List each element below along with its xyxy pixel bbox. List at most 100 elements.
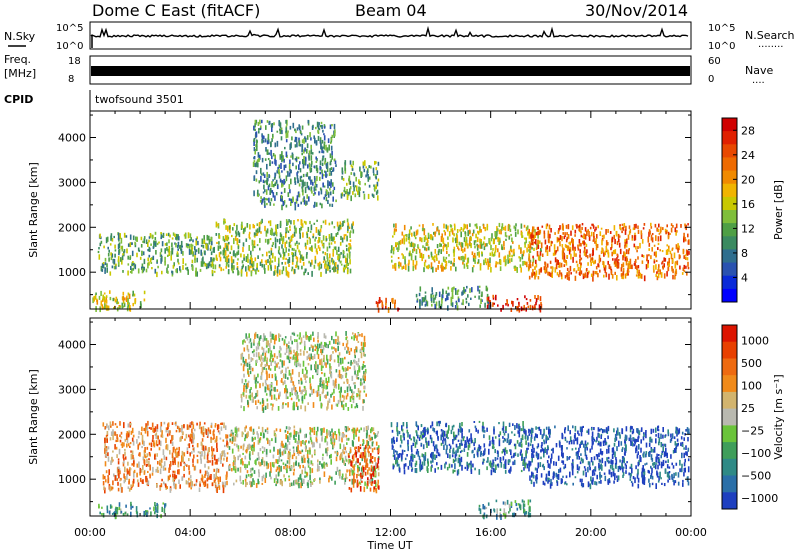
echo-cell bbox=[128, 480, 130, 485]
echo-cell bbox=[317, 240, 319, 244]
echo-cell bbox=[615, 231, 618, 236]
echo-cell bbox=[424, 235, 427, 241]
echo-cell bbox=[253, 190, 255, 197]
echo-cell bbox=[239, 454, 241, 458]
echo-cell bbox=[655, 274, 657, 277]
echo-cell bbox=[362, 439, 365, 444]
echo-cell bbox=[227, 225, 229, 232]
echo-cell bbox=[362, 361, 365, 364]
echo-cell bbox=[311, 125, 314, 130]
echo-cell bbox=[303, 159, 305, 166]
echo-cell bbox=[315, 361, 317, 364]
echo-cell bbox=[213, 433, 215, 439]
echo-cell bbox=[486, 223, 489, 227]
echo-cell bbox=[414, 463, 417, 467]
echo-cell bbox=[343, 251, 345, 254]
echo-cell bbox=[294, 251, 297, 257]
echo-cell bbox=[377, 161, 380, 166]
echo-cell bbox=[285, 257, 287, 260]
echo-cell bbox=[328, 340, 331, 345]
echo-cell bbox=[659, 269, 661, 275]
echo-cell bbox=[272, 358, 275, 361]
echo-cell bbox=[376, 447, 379, 451]
echo-cell bbox=[105, 448, 107, 451]
echo-cell bbox=[568, 276, 570, 281]
echo-cell bbox=[638, 272, 640, 276]
echo-cell bbox=[156, 504, 159, 510]
echo-cell bbox=[584, 272, 587, 278]
echo-cell bbox=[261, 157, 264, 163]
echo-cell bbox=[550, 228, 552, 233]
echo-cell bbox=[123, 457, 125, 461]
echo-cell bbox=[273, 478, 276, 483]
echo-cell bbox=[537, 226, 539, 230]
echo-cell bbox=[334, 266, 337, 272]
echo-cell bbox=[314, 255, 317, 260]
echo-cell bbox=[289, 125, 292, 130]
echo-cell bbox=[248, 364, 251, 370]
echo-cell bbox=[460, 227, 463, 231]
echo-cell bbox=[411, 232, 413, 237]
echo-cell bbox=[282, 462, 285, 465]
colorbar-swatch bbox=[722, 236, 737, 250]
echo-cell bbox=[483, 236, 486, 240]
colorbar-swatch bbox=[722, 275, 737, 290]
echo-cell bbox=[323, 372, 326, 377]
echo-cell bbox=[228, 225, 231, 230]
echo-cell bbox=[400, 435, 402, 441]
echo-cell bbox=[286, 468, 288, 473]
echo-cell bbox=[293, 401, 295, 408]
echo-cell bbox=[529, 264, 532, 269]
echo-cell bbox=[349, 259, 351, 265]
echo-cell bbox=[511, 254, 513, 258]
echo-cell bbox=[339, 470, 341, 476]
echo-cell bbox=[320, 358, 323, 364]
echo-cell bbox=[377, 178, 380, 182]
echo-cell bbox=[103, 296, 106, 301]
echo-cell bbox=[172, 459, 174, 466]
echo-cell bbox=[335, 369, 338, 373]
echo-cell bbox=[276, 355, 278, 359]
echo-cell bbox=[450, 266, 452, 271]
echo-cell bbox=[258, 472, 260, 478]
echo-cell bbox=[348, 243, 350, 246]
echo-cell bbox=[525, 237, 527, 241]
echo-cell bbox=[513, 265, 516, 269]
echo-cell bbox=[171, 242, 173, 248]
echo-cell bbox=[257, 269, 260, 272]
echo-cell bbox=[442, 435, 445, 441]
echo-cell bbox=[395, 228, 397, 232]
echo-cell bbox=[534, 295, 536, 299]
echo-cell bbox=[298, 193, 301, 198]
echo-cell bbox=[269, 229, 272, 235]
echo-cell bbox=[532, 234, 534, 239]
echo-cell bbox=[326, 173, 328, 177]
echo-cell bbox=[179, 428, 181, 433]
echo-cell bbox=[488, 304, 491, 310]
echo-cell bbox=[259, 358, 262, 362]
echo-cell bbox=[251, 446, 253, 451]
echo-cell bbox=[527, 244, 530, 247]
echo-cell bbox=[282, 236, 285, 242]
echo-cell bbox=[608, 273, 610, 280]
echo-cell bbox=[514, 267, 517, 271]
echo-cell bbox=[357, 473, 360, 476]
echo-cell bbox=[305, 173, 308, 177]
echo-cell bbox=[604, 250, 606, 256]
echo-cell bbox=[283, 164, 286, 171]
echo-cell bbox=[274, 360, 276, 364]
echo-cell bbox=[273, 387, 275, 392]
echo-cell bbox=[180, 461, 182, 467]
echo-cell bbox=[297, 441, 299, 445]
echo-cell bbox=[657, 247, 659, 250]
echo-cell bbox=[285, 434, 287, 440]
echo-cell bbox=[521, 254, 524, 260]
echo-cell bbox=[687, 223, 689, 226]
echo-cell bbox=[617, 263, 620, 269]
echo-cell bbox=[643, 223, 646, 226]
echo-cell bbox=[525, 239, 527, 244]
echo-cell bbox=[266, 251, 268, 257]
echo-cell bbox=[287, 253, 290, 257]
echo-cell bbox=[143, 427, 145, 431]
echo-cell bbox=[198, 487, 201, 492]
